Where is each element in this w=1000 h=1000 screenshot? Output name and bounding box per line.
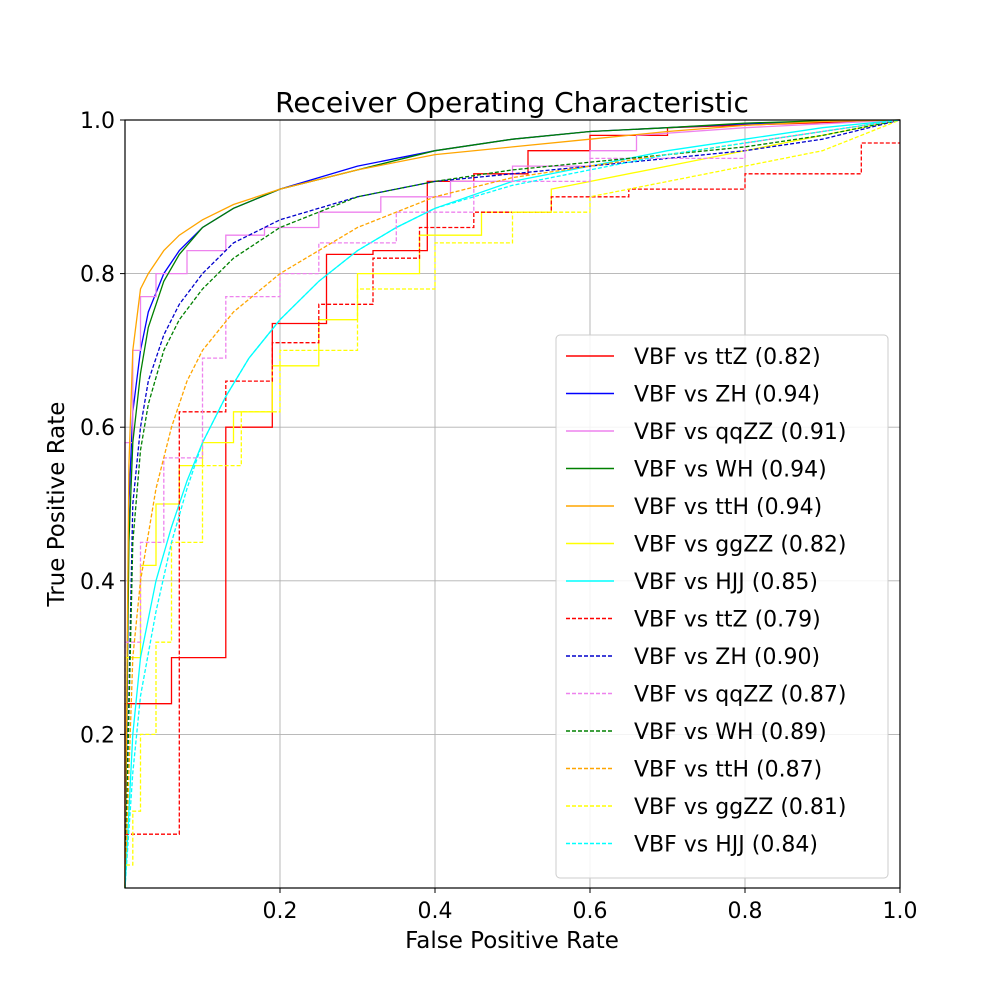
series-line-vbf-vs-ggzz-0-81-dashed <box>124 119 901 888</box>
series-line-vbf-vs-wh-0-94 <box>124 119 901 889</box>
x-tick-label: 0.6 <box>573 899 608 924</box>
x-tick-label: 0.8 <box>728 899 763 924</box>
legend-label: VBF vs ttZ (0.79) <box>634 608 821 633</box>
x-tick-label: 0.4 <box>418 899 453 924</box>
y-axis-label: True Positive Rate <box>44 402 70 608</box>
series-line-vbf-vs-hjj-0-84-dashed <box>124 119 901 889</box>
legend: VBF vs ttZ (0.82) VBF vs ZH (0.94) VBF vs … <box>555 334 889 879</box>
legend-label: VBF vs ZH (0.90) <box>634 645 820 670</box>
y-tick-label: 0.6 <box>80 416 115 441</box>
series-line-vbf-vs-ttz-0-79-dashed <box>125 142 900 835</box>
legend-label: VBF vs HJJ (0.84) <box>634 833 818 858</box>
y-tick-label: 0.8 <box>80 263 115 288</box>
x-tick-label: 0.2 <box>263 899 298 924</box>
plot-frame <box>124 119 901 889</box>
legend-label: VBF vs ttH (0.94) <box>634 495 822 520</box>
axis-ticks: 0.2 0.4 0.6 0.8 1.0 0.2 0.4 0.6 0.8 1.0 <box>80 109 918 924</box>
legend-label: VBF vs ttH (0.87) <box>634 758 822 783</box>
series-line-vbf-vs-tth-0-94 <box>124 119 901 889</box>
y-tick-label: 0.2 <box>80 723 115 748</box>
legend-label: VBF vs qqZZ (0.91) <box>634 420 846 445</box>
x-tick-label: 1.0 <box>883 899 918 924</box>
x-axis-label: False Positive Rate <box>405 928 619 954</box>
legend-label: VBF vs ttZ (0.82) <box>634 345 821 370</box>
legend-label: VBF vs WH (0.89) <box>634 720 827 745</box>
chart-title: Receiver Operating Characteristic <box>275 86 749 119</box>
legend-label: VBF vs HJJ (0.85) <box>634 570 818 595</box>
y-tick-label: 1.0 <box>80 109 115 134</box>
legend-box <box>555 334 889 879</box>
legend-label: VBF vs ZH (0.94) <box>634 383 820 408</box>
series-line-vbf-vs-wh-0-89-dashed <box>124 119 901 889</box>
legend-label: VBF vs ggZZ (0.82) <box>634 533 846 558</box>
y-tick-label: 0.4 <box>80 570 115 595</box>
series-lines <box>124 119 901 889</box>
series-line-vbf-vs-ttz-0-82 <box>124 119 901 888</box>
legend-label: VBF vs qqZZ (0.87) <box>634 683 846 708</box>
series-line-vbf-vs-zh-0-90-dashed <box>124 119 901 889</box>
legend-label: VBF vs ggZZ (0.81) <box>634 795 846 820</box>
legend-label: VBF vs WH (0.94) <box>634 458 827 483</box>
